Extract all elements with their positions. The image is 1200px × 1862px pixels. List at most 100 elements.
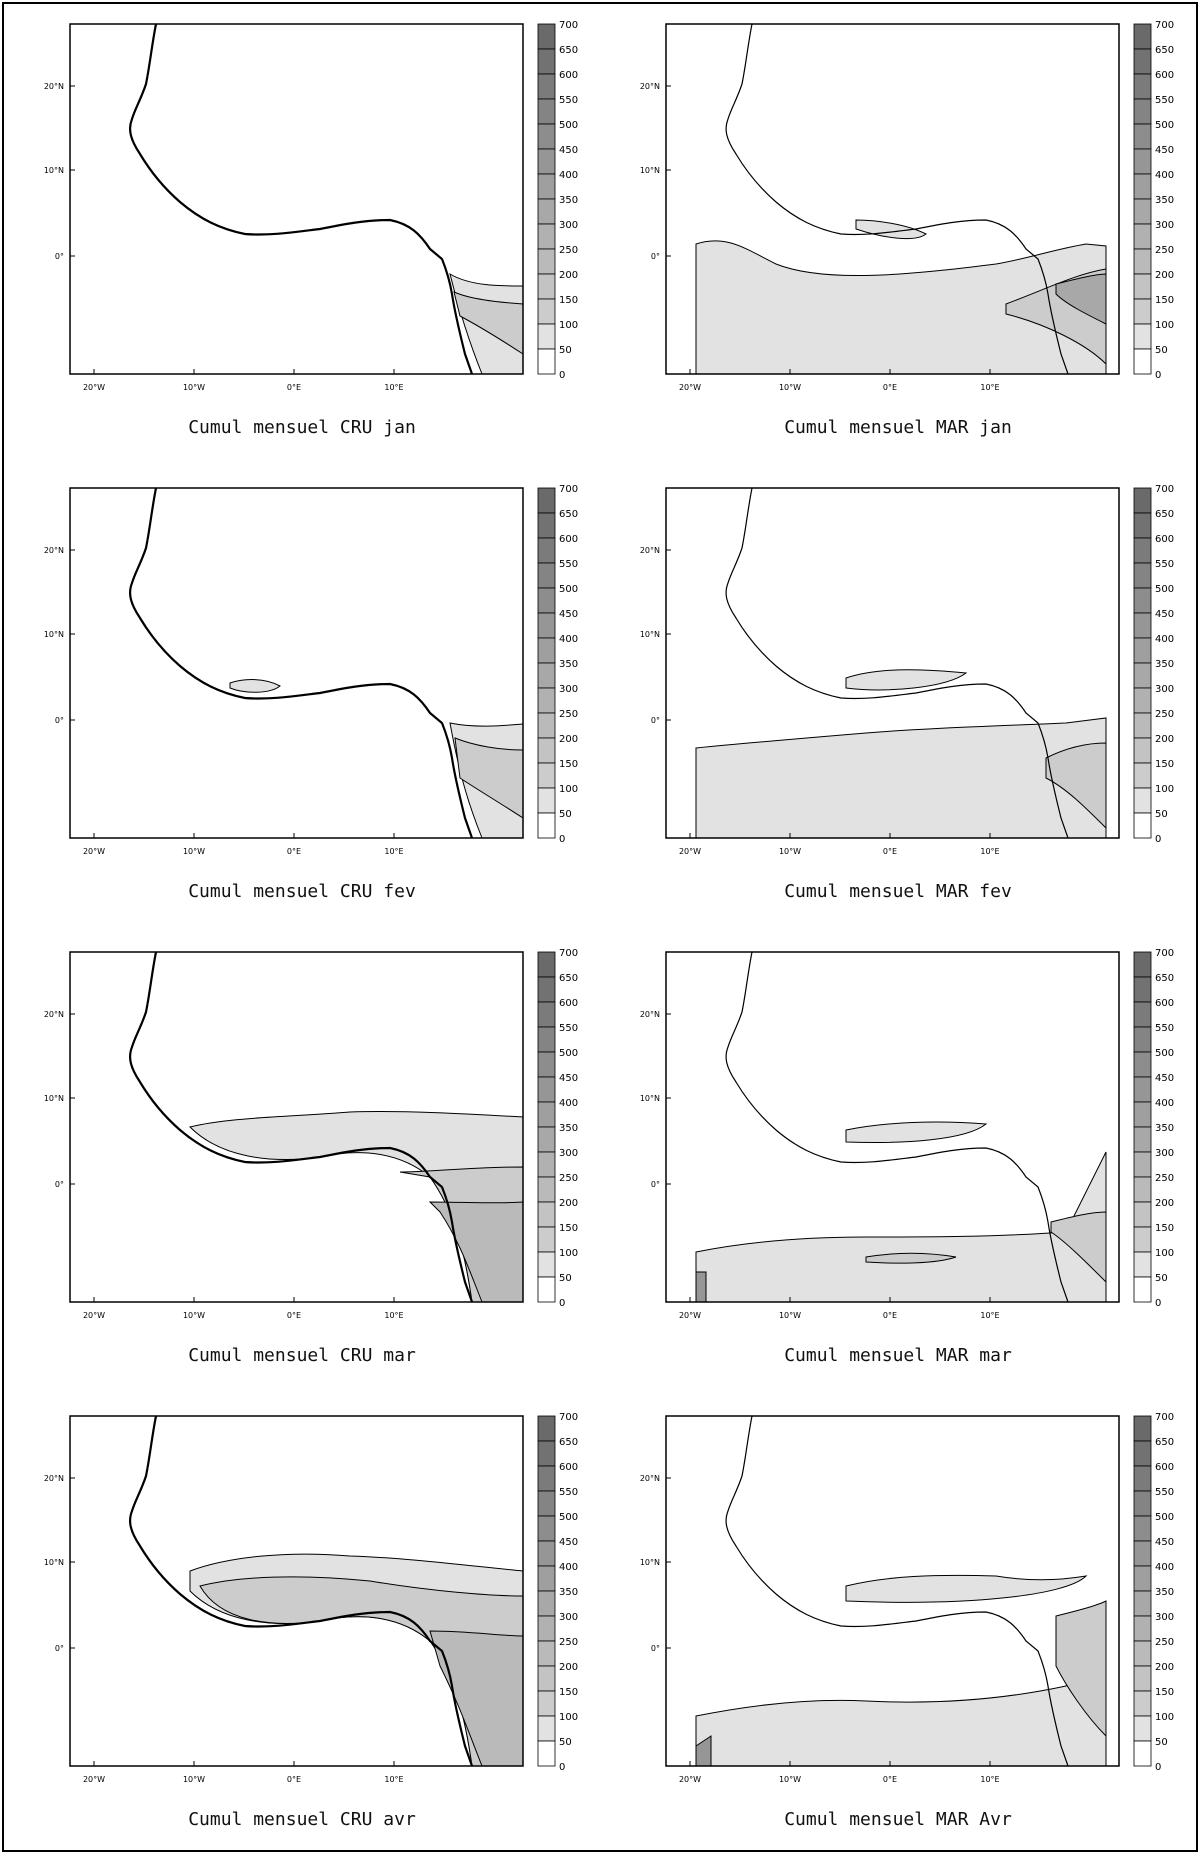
colorbar-swatch — [1133, 562, 1152, 589]
colorbar-swatch — [537, 1051, 556, 1078]
colorbar-level-label: 150 — [559, 759, 578, 770]
precipitation-map: 20°N10°N0°20°W 10°W 0°E 10°E700650600550500… — [640, 484, 1174, 856]
colorbar-swatch — [1133, 1465, 1152, 1492]
colorbar-swatch — [1133, 1251, 1152, 1278]
colorbar-level-label: 300 — [1155, 684, 1174, 695]
colorbar-level-label: 700 — [1155, 1412, 1174, 1423]
rainfall-contour — [229, 679, 281, 693]
panel-title: Cumul mensuel MAR mar — [784, 1345, 1012, 1366]
colorbar-swatch — [537, 512, 556, 539]
colorbar-level-label: 550 — [1155, 1487, 1174, 1498]
colorbar-swatch — [1133, 637, 1152, 664]
colorbar-swatch — [1133, 1226, 1152, 1253]
colorbar-swatch — [537, 637, 556, 664]
colorbar-level-label: 650 — [1155, 509, 1174, 520]
colorbar-level-label: 450 — [1155, 145, 1174, 156]
rainfall-contour — [845, 1574, 1088, 1603]
colorbar-level-label: 550 — [1155, 559, 1174, 570]
colorbar-level-label: 50 — [559, 345, 572, 356]
colorbar-level-label: 350 — [559, 659, 578, 670]
colorbar-swatch — [1133, 587, 1152, 614]
lon-tick-label: 10°W — [779, 847, 801, 856]
panel-title: Cumul mensuel CRU fev — [188, 881, 416, 902]
lat-tick-label: 0° — [651, 252, 660, 261]
precipitation-map: 20°N10°N0°20°W 10°W 0°E 10°E700650600550500… — [640, 948, 1174, 1320]
colorbar-level-label: 100 — [1155, 784, 1174, 795]
colorbar-level-label: 200 — [1155, 734, 1174, 745]
colorbar-level-label: 50 — [1155, 1737, 1168, 1748]
colorbar-level-label: 500 — [1155, 1048, 1174, 1059]
map-panel: 20°N 10°N 0° 20°W 10°W 0°E 10°E 700 650 600 550 500… — [4, 1398, 600, 1862]
precipitation-map: 20°N10°N0°20°W 10°W 0°E 10°E700650600550500… — [44, 1412, 578, 1784]
colorbar-level-label: 0 — [559, 370, 565, 381]
colorbar-level-label: 200 — [559, 1198, 578, 1209]
colorbar-level-label: 350 — [1155, 195, 1174, 206]
coastline — [725, 487, 1069, 839]
colorbar-swatch — [537, 123, 556, 150]
lat-tick-label: 10°N — [640, 1094, 660, 1103]
colorbar-swatch — [1133, 148, 1152, 175]
colorbar-swatch — [1133, 1665, 1152, 1692]
colorbar-level-label: 300 — [1155, 1148, 1174, 1159]
colorbar-level-label: 500 — [1155, 120, 1174, 131]
colorbar-level-label: 250 — [559, 1637, 578, 1648]
colorbar-swatch — [537, 1076, 556, 1103]
lat-tick-label: 10°N — [640, 630, 660, 639]
colorbar-swatch — [537, 1276, 556, 1303]
lat-tick-label: 0° — [651, 1180, 660, 1189]
panel-title: Cumul mensuel CRU jan — [188, 417, 416, 438]
colorbar-level-label: 300 — [559, 220, 578, 231]
colorbar-swatch — [537, 48, 556, 75]
lon-tick-label: 10°W — [779, 1775, 801, 1784]
panel-title: Cumul mensuel MAR Avr — [784, 1809, 1012, 1830]
colorbar-swatch — [1133, 737, 1152, 764]
colorbar-level-label: 350 — [1155, 1123, 1174, 1134]
colorbar-swatch — [537, 587, 556, 614]
colorbar-level-label: 200 — [559, 1662, 578, 1673]
lon-tick-label: 0°E — [883, 383, 897, 392]
colorbar-swatch — [537, 537, 556, 564]
colorbar-swatch — [537, 1615, 556, 1642]
lat-tick-label: 10°N — [640, 166, 660, 175]
colorbar-swatch — [537, 323, 556, 350]
colorbar-swatch — [537, 1590, 556, 1617]
colorbar-level-label: 350 — [1155, 659, 1174, 670]
lat-tick-label: 20°N — [44, 1010, 64, 1019]
colorbar-swatch — [1133, 348, 1152, 375]
lat-tick-label: 20°N — [640, 82, 660, 91]
colorbar-level-label: 500 — [1155, 584, 1174, 595]
colorbar-swatch — [1133, 48, 1152, 75]
colorbar-level-label: 400 — [1155, 634, 1174, 645]
map-panel: 20°N 10°N 0° 20°W 10°W 0°E 10°E 700 650 600 550 500… — [600, 934, 1196, 1398]
colorbar-level-label: 100 — [559, 784, 578, 795]
lon-tick-label: 20°W — [83, 1775, 105, 1784]
colorbar-swatch — [1133, 1201, 1152, 1228]
lon-tick-label: 10°W — [183, 1775, 205, 1784]
colorbar-level-label: 300 — [1155, 1612, 1174, 1623]
lon-tick-label: 10°W — [183, 383, 205, 392]
map-panel: 20°N 10°N 0° 20°W 10°W 0°E 10°E 700 650 600 550 500… — [4, 470, 600, 934]
colorbar-level-label: 250 — [559, 245, 578, 256]
colorbar-level-label: 650 — [1155, 45, 1174, 56]
colorbar-level-label: 650 — [559, 45, 578, 56]
rainfall-contour — [1045, 742, 1107, 830]
colorbar-level-label: 400 — [559, 634, 578, 645]
colorbar-level-label: 250 — [1155, 1173, 1174, 1184]
colorbar-level-label: 200 — [1155, 1198, 1174, 1209]
colorbar-level-label: 650 — [559, 509, 578, 520]
colorbar-level-label: 550 — [1155, 1023, 1174, 1034]
colorbar-level-label: 300 — [559, 684, 578, 695]
colorbar-swatch — [537, 1490, 556, 1517]
colorbar-level-label: 400 — [1155, 1098, 1174, 1109]
colorbar-swatch — [537, 1201, 556, 1228]
lon-tick-label: 10°E — [384, 1311, 403, 1320]
lon-tick-label: 10°E — [980, 1775, 999, 1784]
colorbar-swatch — [1133, 537, 1152, 564]
colorbar-level-label: 250 — [1155, 709, 1174, 720]
lon-tick-label: 20°W — [679, 1311, 701, 1320]
lon-tick-label: 10°E — [980, 383, 999, 392]
colorbar-level-label: 400 — [559, 170, 578, 181]
colorbar-swatch — [537, 1176, 556, 1203]
colorbar-swatch — [1133, 223, 1152, 250]
colorbar-swatch — [1133, 762, 1152, 789]
